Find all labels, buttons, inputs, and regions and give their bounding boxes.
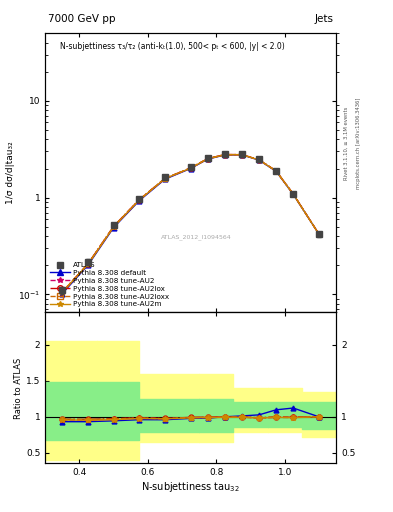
Text: N-subjettiness τ₃/τ₂ (anti-kₜ(1.0), 500< pₜ < 600, |y| < 2.0): N-subjettiness τ₃/τ₂ (anti-kₜ(1.0), 500<… bbox=[60, 41, 285, 51]
Text: 7000 GeV pp: 7000 GeV pp bbox=[48, 13, 116, 24]
Text: ATLAS_2012_I1094564: ATLAS_2012_I1094564 bbox=[161, 234, 232, 240]
Text: mcplots.cern.ch [arXiv:1306.3436]: mcplots.cern.ch [arXiv:1306.3436] bbox=[356, 98, 361, 189]
Y-axis label: Ratio to ATLAS: Ratio to ATLAS bbox=[14, 357, 23, 418]
Text: Rivet 3.1.10, ≥ 3.1M events: Rivet 3.1.10, ≥ 3.1M events bbox=[344, 106, 349, 180]
Text: Jets: Jets bbox=[314, 13, 333, 24]
Y-axis label: 1/σ dσ/d|tau₃₂: 1/σ dσ/d|tau₃₂ bbox=[6, 141, 15, 204]
X-axis label: N-subjettiness tau$_{32}$: N-subjettiness tau$_{32}$ bbox=[141, 480, 240, 494]
Legend: ATLAS, Pythia 8.308 default, Pythia 8.308 tune-AU2, Pythia 8.308 tune-AU2lox, Py: ATLAS, Pythia 8.308 default, Pythia 8.30… bbox=[48, 259, 173, 310]
